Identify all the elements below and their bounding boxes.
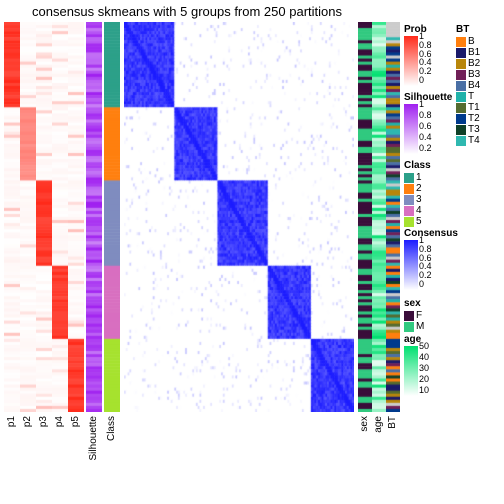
column-class: [104, 22, 120, 412]
legend-prob: Prob10.80.60.40.20: [404, 24, 427, 86]
axis-label-age: age: [373, 416, 384, 433]
axis-label-BT: BT: [387, 416, 398, 429]
legend-consensus: Consensus10.80.60.40.20: [404, 228, 458, 290]
legend-silhouette: Silhouette10.80.60.40.2: [404, 92, 452, 154]
axis-label-p2: p2: [22, 416, 33, 427]
legend-class: Class12345: [404, 160, 431, 227]
axis-label-sex: sex: [359, 416, 370, 432]
axis-label-p1: p1: [6, 416, 17, 427]
heatmap-plot: p1 p2 p3 p4 p5 Silhouette Class sexageBT Prob10.…: [4, 22, 500, 502]
column-p3: [36, 22, 52, 412]
axis-label-class: Class: [106, 416, 117, 441]
axis-label-p5: p5: [70, 416, 81, 427]
column-p5: [68, 22, 84, 412]
column-p4: [52, 22, 68, 412]
column-p2: [20, 22, 36, 412]
axis-label-p4: p4: [54, 416, 65, 427]
column-p1: [4, 22, 20, 412]
legend-age: age5040302010: [404, 334, 421, 396]
column-sex: [358, 22, 372, 412]
axis-label-sil: Silhouette: [88, 416, 99, 460]
legend-sex: sexFM: [404, 298, 424, 332]
chart-title: consensus skmeans with 5 groups from 250…: [32, 4, 342, 19]
column-consensus: [124, 22, 354, 412]
legend-bt: BTBB1B2B3B4TT1T2T3T4: [456, 24, 480, 146]
axis-label-p3: p3: [38, 416, 49, 427]
column-sil: [86, 22, 102, 412]
column-BT: [386, 22, 400, 412]
column-age: [372, 22, 386, 412]
